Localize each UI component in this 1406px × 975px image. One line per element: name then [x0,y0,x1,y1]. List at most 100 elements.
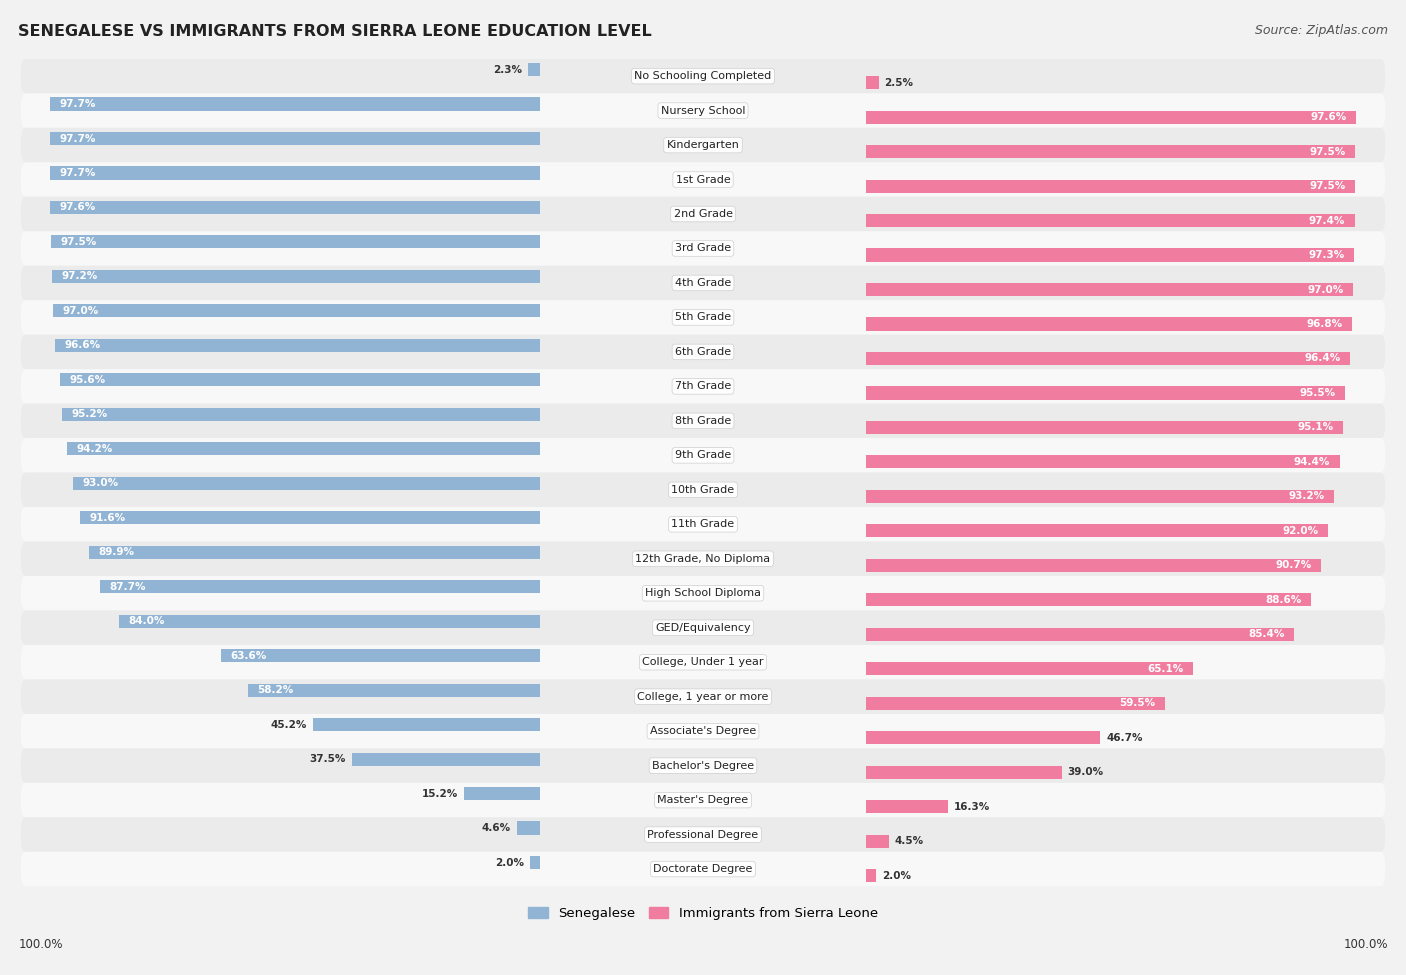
Text: 97.6%: 97.6% [59,203,96,213]
Text: 93.0%: 93.0% [83,479,120,488]
Bar [60,373,540,386]
Text: 97.5%: 97.5% [60,237,97,247]
Bar [51,235,540,249]
Text: GED/Equivalency: GED/Equivalency [655,623,751,633]
FancyBboxPatch shape [21,438,1385,473]
Text: 8th Grade: 8th Grade [675,416,731,426]
Text: 97.2%: 97.2% [62,271,98,282]
Text: 15.2%: 15.2% [422,789,458,799]
FancyBboxPatch shape [21,680,1385,714]
Bar [100,580,540,593]
Text: 2.5%: 2.5% [884,78,914,88]
Text: 97.5%: 97.5% [1309,181,1346,191]
Bar [62,408,540,421]
Text: 87.7%: 87.7% [110,582,146,592]
Bar [866,386,1346,400]
Bar [80,511,540,525]
Text: 91.6%: 91.6% [90,513,127,523]
Text: 59.5%: 59.5% [1119,698,1156,708]
Text: 65.1%: 65.1% [1147,664,1184,674]
FancyBboxPatch shape [21,541,1385,576]
Text: 63.6%: 63.6% [231,650,266,661]
Bar [464,787,540,800]
Text: 2nd Grade: 2nd Grade [673,209,733,219]
Bar [52,270,540,283]
Text: 95.6%: 95.6% [70,374,105,385]
Text: 3rd Grade: 3rd Grade [675,244,731,254]
Text: 97.0%: 97.0% [1308,285,1343,294]
FancyBboxPatch shape [21,58,1385,94]
Bar [866,697,1164,710]
Text: 2.3%: 2.3% [494,64,523,74]
Text: Kindergarten: Kindergarten [666,140,740,150]
FancyBboxPatch shape [21,231,1385,266]
Text: 92.0%: 92.0% [1282,526,1319,536]
Bar [53,304,540,318]
FancyBboxPatch shape [21,749,1385,783]
Text: Source: ZipAtlas.com: Source: ZipAtlas.com [1254,24,1388,37]
Bar [529,63,540,76]
Bar [51,201,540,214]
Bar [516,822,540,835]
FancyBboxPatch shape [21,300,1385,334]
FancyBboxPatch shape [21,404,1385,438]
Text: 7th Grade: 7th Grade [675,381,731,391]
Bar [866,628,1295,641]
Bar [866,869,876,882]
FancyBboxPatch shape [21,197,1385,231]
Bar [866,179,1355,193]
FancyBboxPatch shape [21,714,1385,749]
Text: 97.6%: 97.6% [1310,112,1347,122]
FancyBboxPatch shape [21,162,1385,197]
Text: College, Under 1 year: College, Under 1 year [643,657,763,667]
FancyBboxPatch shape [21,370,1385,404]
Text: Professional Degree: Professional Degree [647,830,759,839]
Bar [67,443,540,455]
Bar [866,731,1101,744]
Bar [866,145,1355,158]
Text: 100.0%: 100.0% [1343,938,1388,951]
Text: 97.7%: 97.7% [59,168,96,178]
Text: 4th Grade: 4th Grade [675,278,731,288]
Text: 96.4%: 96.4% [1303,354,1340,364]
Text: 1st Grade: 1st Grade [676,175,730,184]
FancyBboxPatch shape [21,128,1385,162]
Text: 37.5%: 37.5% [309,754,346,764]
Bar [866,214,1354,227]
Text: SENEGALESE VS IMMIGRANTS FROM SIERRA LEONE EDUCATION LEVEL: SENEGALESE VS IMMIGRANTS FROM SIERRA LEO… [18,24,652,39]
Text: 39.0%: 39.0% [1067,767,1104,777]
FancyBboxPatch shape [21,645,1385,680]
Bar [55,339,540,352]
FancyBboxPatch shape [21,334,1385,370]
Text: 94.2%: 94.2% [77,444,112,453]
FancyBboxPatch shape [21,783,1385,817]
Bar [866,283,1353,296]
Text: 97.5%: 97.5% [1309,146,1346,157]
Text: 97.7%: 97.7% [59,99,96,109]
Bar [49,167,540,179]
Text: 93.2%: 93.2% [1288,491,1324,501]
Text: 85.4%: 85.4% [1249,629,1285,640]
FancyBboxPatch shape [21,576,1385,610]
Text: High School Diploma: High School Diploma [645,588,761,599]
Bar [247,683,540,697]
Text: 11th Grade: 11th Grade [672,520,734,529]
Text: 4.5%: 4.5% [894,837,924,846]
Text: 100.0%: 100.0% [18,938,63,951]
Text: Nursery School: Nursery School [661,105,745,116]
Bar [866,800,948,813]
Bar [530,856,540,869]
Bar [352,753,540,765]
Text: 96.6%: 96.6% [65,340,101,350]
Bar [221,649,540,662]
Bar [866,765,1062,779]
Text: 2.0%: 2.0% [882,871,911,880]
Text: Doctorate Degree: Doctorate Degree [654,864,752,874]
Text: 6th Grade: 6th Grade [675,347,731,357]
Text: 88.6%: 88.6% [1265,595,1301,604]
Bar [866,76,879,90]
Text: 95.5%: 95.5% [1299,388,1336,398]
Text: 5th Grade: 5th Grade [675,312,731,323]
Bar [866,525,1327,537]
Text: 46.7%: 46.7% [1107,733,1143,743]
